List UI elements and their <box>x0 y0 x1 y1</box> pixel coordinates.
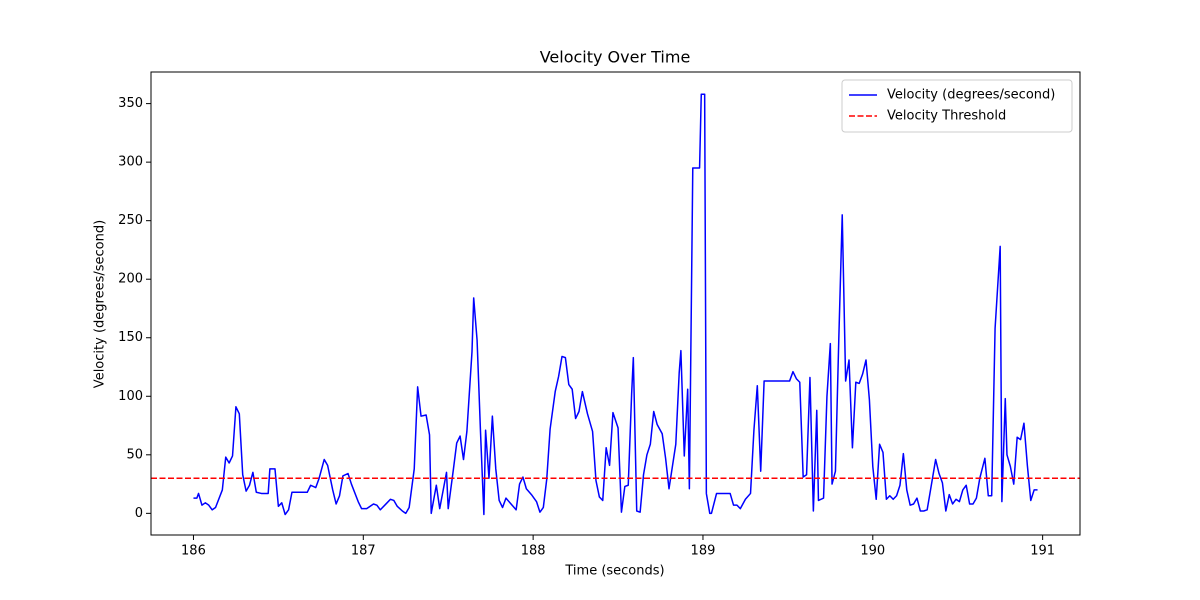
y-tick-label: 100 <box>118 389 143 404</box>
y-tick-label: 0 <box>135 506 143 521</box>
y-tick-label: 150 <box>118 330 143 345</box>
chart-title: Velocity Over Time <box>540 48 691 67</box>
y-tick-label: 50 <box>126 447 143 462</box>
x-tick-label: 187 <box>351 544 376 559</box>
x-tick-label: 189 <box>691 544 716 559</box>
x-tick-label: 190 <box>860 544 885 559</box>
y-axis-label: Velocity (degrees/second) <box>93 220 108 388</box>
y-tick-label: 200 <box>118 272 143 287</box>
y-tick-label: 350 <box>118 96 143 111</box>
legend-box <box>841 79 1073 133</box>
plot-frame <box>150 71 1081 536</box>
velocity-line <box>193 93 1038 516</box>
y-tick-label: 250 <box>118 213 143 228</box>
y-tick-label: 300 <box>118 155 143 170</box>
x-axis-label: Time (seconds) <box>564 564 664 579</box>
x-tick-label: 186 <box>181 544 206 559</box>
legend-label: Velocity (degrees/second) <box>887 88 1055 103</box>
legend-label: Velocity Threshold <box>887 109 1006 124</box>
x-tick-label: 191 <box>1030 544 1055 559</box>
x-tick-label: 188 <box>521 544 546 559</box>
